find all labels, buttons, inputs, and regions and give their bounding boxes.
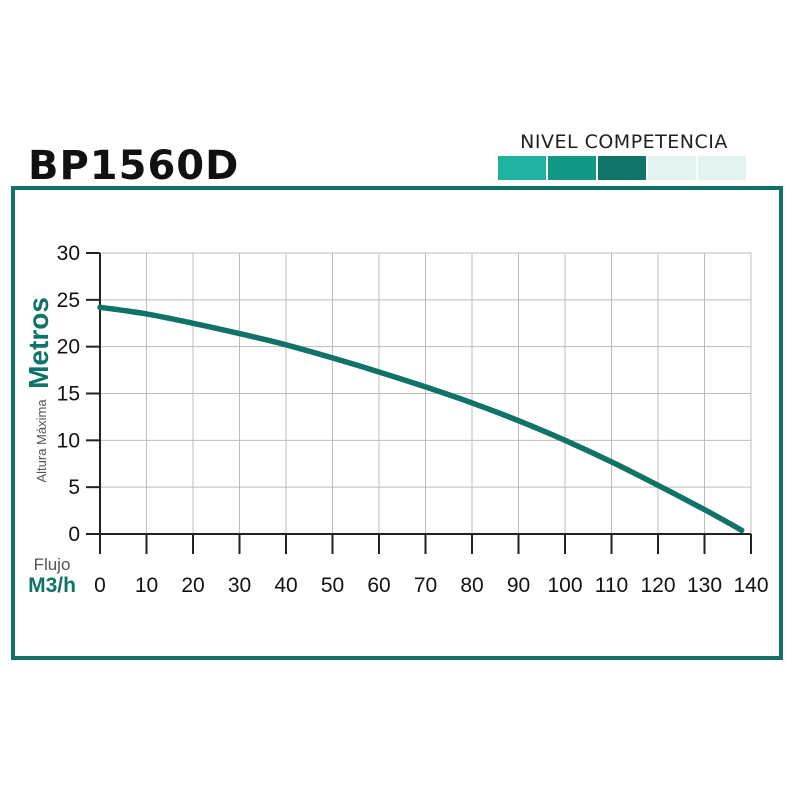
model-title: BP1560D — [28, 143, 240, 189]
y-tick-label: 5 — [68, 476, 80, 499]
level-segment-2 — [548, 156, 596, 180]
x-tick-label: 60 — [367, 574, 390, 597]
x-tick-label: 20 — [181, 574, 204, 597]
chart-frame — [11, 186, 783, 660]
y-axis-label-main: Metros — [23, 297, 54, 389]
y-tick-label: 15 — [57, 383, 80, 406]
x-axis-label-sub: Flujo — [34, 555, 71, 574]
x-tick-label: 100 — [547, 574, 582, 597]
x-tick-label: 140 — [733, 574, 768, 597]
x-axis-label-main: M3/h — [28, 574, 76, 597]
y-tick-label: 30 — [57, 242, 80, 265]
level-segment-1 — [498, 156, 546, 180]
x-tick-label: 90 — [507, 574, 530, 597]
x-tick-label: 120 — [640, 574, 675, 597]
level-segment-5 — [698, 156, 746, 180]
y-axis-label-sub: Altura Máxima — [34, 399, 49, 483]
y-tick-label: 10 — [57, 429, 80, 452]
level-segment-3 — [598, 156, 646, 180]
y-tick-label: 0 — [68, 523, 80, 546]
x-tick-label: 50 — [321, 574, 344, 597]
x-tick-label: 10 — [135, 574, 158, 597]
x-tick-label: 80 — [460, 574, 483, 597]
x-tick-label: 0 — [94, 574, 106, 597]
x-tick-label: 130 — [687, 574, 722, 597]
x-tick-label: 70 — [414, 574, 437, 597]
y-tick-label: 20 — [57, 336, 80, 359]
competence-level-bar — [498, 156, 746, 180]
competence-level-label: NIVEL COMPETENCIA — [520, 131, 728, 153]
series-line-1 — [97, 304, 745, 534]
x-tick-label: 30 — [228, 574, 251, 597]
x-tick-label: 110 — [595, 574, 628, 597]
level-segment-4 — [648, 156, 696, 180]
x-tick-label: 40 — [274, 574, 297, 597]
y-tick-label: 25 — [57, 289, 80, 312]
